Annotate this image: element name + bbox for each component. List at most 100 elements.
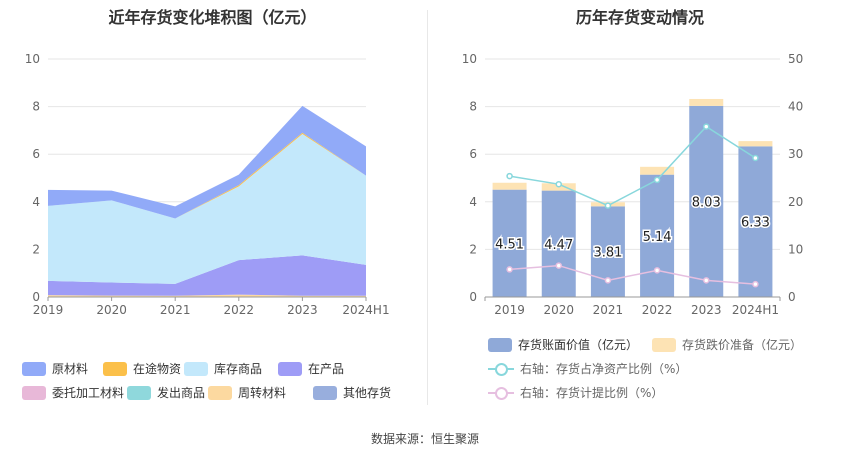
right-y-left-tick-label: 10 xyxy=(462,52,477,66)
right-x-tick-label: 2022 xyxy=(642,303,673,317)
left-x-tick-label: 2019 xyxy=(33,303,64,317)
legend-swatch xyxy=(127,385,151,400)
legend-item-goods[interactable]: 库存商品 xyxy=(184,360,262,377)
right-y-right-tick-label: 50 xyxy=(788,52,803,66)
point-line_provision xyxy=(653,267,661,274)
legend-line-marker xyxy=(488,362,514,376)
legend-label: 原材料 xyxy=(52,362,89,376)
point-line_provision xyxy=(506,266,513,273)
legend-swatch xyxy=(103,361,127,376)
right-y-right-tick-label: 30 xyxy=(788,147,803,161)
left-x-tick-label: 2024H1 xyxy=(342,303,389,317)
legend-swatch xyxy=(488,337,512,352)
legend-swatch xyxy=(313,385,337,400)
legend-line-marker xyxy=(488,386,514,400)
bar-book-value xyxy=(492,189,527,297)
legend-label: 右轴：存货占净资产比例（%） xyxy=(520,362,688,376)
legend-swatch xyxy=(184,361,208,376)
legend-item-transit[interactable]: 在途物资 xyxy=(103,360,181,377)
legend-label: 发出商品 xyxy=(157,386,206,400)
bar-data-label: 8.03 xyxy=(692,195,721,210)
bar-data-label: 4.47 xyxy=(544,238,573,253)
legend-label: 库存商品 xyxy=(214,362,263,376)
point-line_ratio xyxy=(604,202,612,209)
right-y-left-tick-label: 6 xyxy=(469,147,477,161)
legend-label: 存货账面价值（亿元） xyxy=(518,338,639,352)
left-y-tick-label: 2 xyxy=(32,242,40,256)
legend-item-consign[interactable]: 委托加工材料 xyxy=(22,384,124,401)
right-y-right-tick-label: 40 xyxy=(788,100,803,114)
legend-swatch xyxy=(22,385,46,400)
area-wip xyxy=(48,255,366,296)
left-y-tick-label: 10 xyxy=(25,52,40,66)
right-x-tick-label: 2019 xyxy=(494,303,525,317)
right-y-left-tick-label: 2 xyxy=(469,242,477,256)
line-line_ratio xyxy=(509,125,756,207)
area-goods xyxy=(48,133,366,284)
point-line_provision xyxy=(703,277,710,284)
legend-item-line_ratio[interactable]: 右轴：存货占净资产比例（%） xyxy=(488,360,687,377)
legend-label: 其他存货 xyxy=(343,386,392,400)
area-raw xyxy=(48,105,366,219)
bar-data-label: 3.81 xyxy=(593,246,622,261)
left-chart-title: 近年存货变化堆积图（亿元） xyxy=(108,8,317,27)
bar-data-label: 5.14 xyxy=(643,230,672,245)
point-line_ratio xyxy=(703,123,710,130)
legend-item-raw[interactable]: 原材料 xyxy=(22,360,88,377)
legend-swatch xyxy=(278,361,302,376)
right-y-right-tick-label: 10 xyxy=(788,242,803,256)
legend-item-shipped[interactable]: 发出商品 xyxy=(127,384,205,401)
right-x-tick-label: 2024H1 xyxy=(732,303,779,317)
legend-swatch xyxy=(208,385,232,400)
legend-label: 周转材料 xyxy=(238,386,287,400)
left-x-tick-label: 2021 xyxy=(160,303,191,317)
legend-swatch xyxy=(652,337,676,352)
legend-item-other[interactable]: 其他存货 xyxy=(313,384,391,401)
left-x-tick-label: 2023 xyxy=(287,303,318,317)
right-y-left-tick-label: 0 xyxy=(469,290,477,304)
bar-book-value xyxy=(738,146,773,297)
chart-divider xyxy=(427,10,428,405)
left-y-tick-label: 0 xyxy=(32,290,40,304)
point-line_provision xyxy=(604,277,612,284)
left-y-tick-label: 8 xyxy=(32,100,40,114)
point-line_provision xyxy=(555,262,562,269)
left-y-tick-label: 6 xyxy=(32,147,40,161)
legend-label: 委托加工材料 xyxy=(52,386,125,400)
bar-data-label: 4.51 xyxy=(495,237,524,252)
right-y-right-tick-label: 20 xyxy=(788,195,803,209)
right-y-left-tick-label: 4 xyxy=(469,195,477,209)
bar-impairment-reserve xyxy=(689,98,724,106)
bar-impairment-reserve xyxy=(738,141,773,147)
left-x-tick-label: 2020 xyxy=(96,303,127,317)
legend-label: 在产品 xyxy=(308,362,345,376)
legend-item-bar_book[interactable]: 存货账面价值（亿元） xyxy=(488,336,638,353)
point-line_ratio xyxy=(555,180,562,188)
right-y-left-tick-label: 8 xyxy=(469,100,477,114)
right-y-right-tick-label: 0 xyxy=(788,290,796,304)
bar-data-label: 6.33 xyxy=(741,216,770,231)
legend-item-wip[interactable]: 在产品 xyxy=(278,360,344,377)
area-turnover xyxy=(48,294,366,297)
bar-book-value xyxy=(640,174,675,297)
legend-item-bar_reserve[interactable]: 存货跌价准备（亿元） xyxy=(652,336,802,353)
right-chart-title: 历年存货变动情况 xyxy=(575,8,704,27)
legend-item-line_provision[interactable]: 右轴：存货计提比例（%） xyxy=(488,384,663,401)
legend-swatch xyxy=(22,361,46,376)
bar-impairment-reserve xyxy=(640,166,675,175)
left-x-tick-label: 2022 xyxy=(224,303,255,317)
point-line_ratio xyxy=(653,176,661,184)
legend-label: 右轴：存货计提比例（%） xyxy=(520,386,664,400)
data-source: 数据来源：恒生聚源 xyxy=(370,432,479,446)
bar-impairment-reserve xyxy=(492,182,527,190)
point-line_ratio xyxy=(506,172,513,180)
point-line_ratio xyxy=(752,154,759,162)
line-line_provision xyxy=(509,264,756,285)
point-line_provision xyxy=(752,280,759,288)
legend-label: 存货跌价准备（亿元） xyxy=(682,338,803,352)
right-x-tick-label: 2023 xyxy=(691,303,722,317)
legend-item-turnover[interactable]: 周转材料 xyxy=(208,384,286,401)
left-y-tick-label: 4 xyxy=(32,195,40,209)
right-x-tick-label: 2020 xyxy=(543,303,574,317)
